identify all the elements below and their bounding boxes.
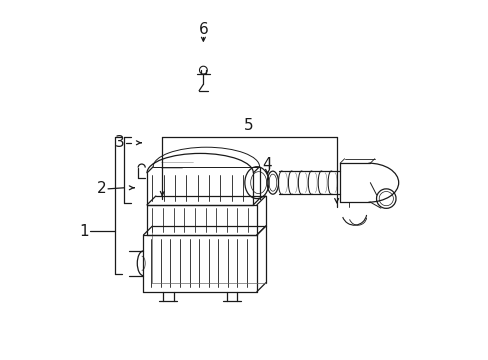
Text: 1: 1 — [80, 224, 89, 239]
Text: 6: 6 — [198, 22, 208, 37]
Text: 5: 5 — [244, 118, 253, 132]
Text: 4: 4 — [262, 157, 272, 172]
Text: 2: 2 — [97, 181, 106, 196]
Text: 3: 3 — [115, 135, 124, 150]
